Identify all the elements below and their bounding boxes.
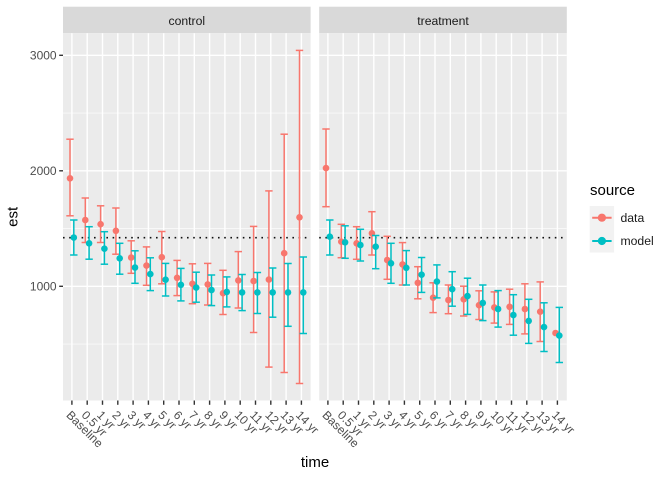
svg-text:treatment: treatment — [417, 14, 469, 28]
svg-text:1000: 1000 — [30, 280, 57, 294]
svg-text:2000: 2000 — [30, 164, 57, 178]
svg-text:source: source — [590, 182, 635, 199]
svg-text:3000: 3000 — [30, 49, 57, 63]
svg-text:data: data — [621, 211, 645, 225]
svg-text:control: control — [169, 14, 206, 28]
svg-text:time: time — [301, 454, 329, 471]
svg-text:model: model — [621, 234, 654, 248]
svg-text:est: est — [5, 206, 22, 227]
